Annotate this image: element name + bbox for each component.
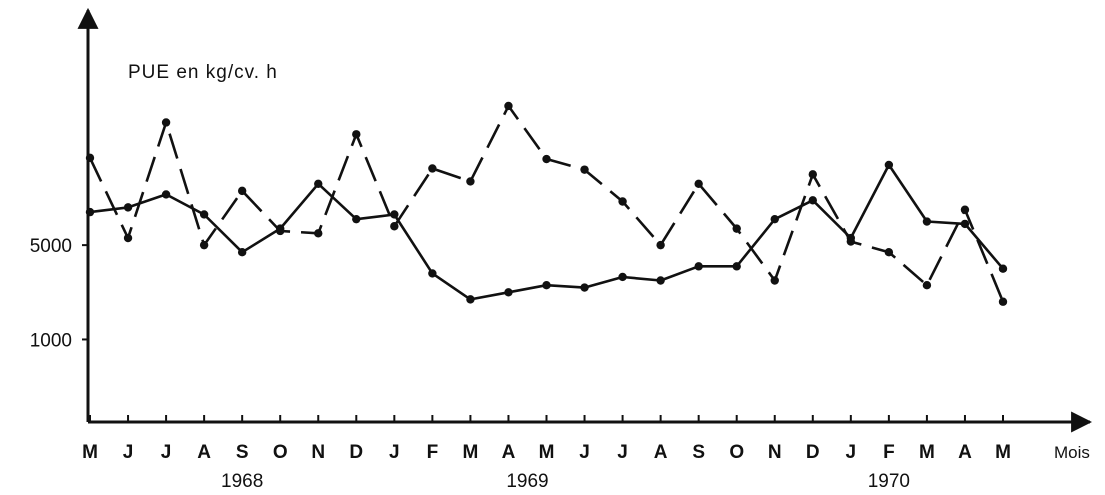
x-tick-label: M [995, 442, 1011, 463]
x-tick-label: J [846, 442, 857, 463]
x-tick-label: N [768, 442, 782, 463]
data-point-dashed [922, 281, 932, 290]
series-line-solid [89, 163, 1004, 301]
data-point-dashed [998, 297, 1008, 306]
x-tick-label: M [539, 442, 555, 463]
x-tick-label: J [123, 442, 134, 463]
data-point-solid [998, 264, 1008, 273]
data-point-dashed [960, 205, 970, 214]
data-point-dashed [504, 101, 513, 111]
year-label: 1969 [506, 471, 548, 492]
data-point-solid [390, 210, 399, 219]
x-tick-label: J [389, 442, 400, 463]
data-point-dashed [199, 240, 209, 250]
series-line-dashed [88, 104, 1005, 303]
data-point-dashed [161, 118, 171, 127]
y-ticks: 5000 1000 [30, 236, 88, 351]
x-tick-label: F [427, 442, 439, 463]
year-labels: 1968 1969 1970 [221, 471, 910, 492]
data-point-dashed [542, 154, 551, 164]
data-point-solid [85, 207, 95, 217]
data-point-solid [960, 219, 970, 229]
data-point-dashed [808, 170, 817, 179]
data-point-dashed [428, 164, 437, 173]
data-point-solid [504, 288, 513, 297]
data-point-solid [618, 272, 627, 282]
data-point-dashed [85, 153, 95, 163]
y-axis-label: PUE en kg/cv. h [128, 62, 278, 83]
data-point-dashed [123, 233, 133, 243]
data-point-solid [884, 160, 894, 170]
data-point-dashed [732, 224, 741, 233]
x-tick-label: D [806, 442, 820, 463]
x-axis-label: Mois [1054, 443, 1090, 462]
data-point-dashed [656, 240, 665, 250]
data-point-dashed [390, 222, 399, 231]
data-point-solid [542, 281, 551, 290]
data-point-dashed [846, 237, 856, 246]
y-tick-label: 5000 [30, 236, 72, 257]
data-point-dashed [770, 276, 779, 285]
data-point-solid [732, 262, 741, 271]
data-point-dashed [237, 186, 247, 196]
data-point-solid [314, 179, 323, 189]
x-tick-label: D [349, 442, 363, 463]
x-tick-label: S [692, 442, 705, 463]
x-tick-label: J [617, 442, 628, 463]
data-point-solid [808, 196, 817, 205]
x-tick-label: M [919, 442, 935, 463]
data-point-dashed [580, 165, 589, 174]
data-point-solid [123, 203, 133, 212]
x-tick-label: O [273, 442, 288, 463]
x-tick-label: J [579, 442, 590, 463]
data-point-solid [770, 214, 779, 224]
x-tick-label: O [729, 442, 744, 463]
data-point-dashed [884, 247, 894, 257]
x-tick-label: M [463, 442, 479, 463]
data-point-solid [428, 269, 437, 278]
series-layer [85, 101, 1008, 306]
data-point-solid [466, 295, 475, 304]
data-point-dashed [352, 130, 361, 139]
data-point-solid [161, 190, 171, 199]
data-point-solid [694, 262, 703, 271]
year-label: 1968 [221, 471, 263, 492]
x-tick-label: F [883, 442, 895, 463]
data-point-dashed [466, 177, 475, 186]
x-tick-label: A [654, 442, 668, 463]
data-point-solid [580, 283, 589, 292]
data-point-dashed [694, 179, 703, 189]
data-point-solid [199, 210, 209, 219]
x-tick-label: M [82, 442, 98, 463]
x-tick-label: A [197, 442, 211, 463]
data-point-solid [237, 247, 247, 257]
y-tick-label: 1000 [30, 330, 72, 351]
data-point-solid [352, 214, 361, 224]
data-point-dashed [618, 197, 627, 206]
x-tick-label: A [502, 442, 516, 463]
data-point-dashed [314, 229, 323, 238]
year-label: 1970 [868, 471, 910, 492]
data-point-dashed [276, 226, 285, 236]
x-tick-label: N [311, 442, 325, 463]
x-tick-label: J [161, 442, 172, 463]
x-tick-label: S [236, 442, 249, 463]
data-point-solid [922, 217, 932, 226]
x-tick-label: A [958, 442, 972, 463]
data-point-solid [656, 276, 665, 285]
